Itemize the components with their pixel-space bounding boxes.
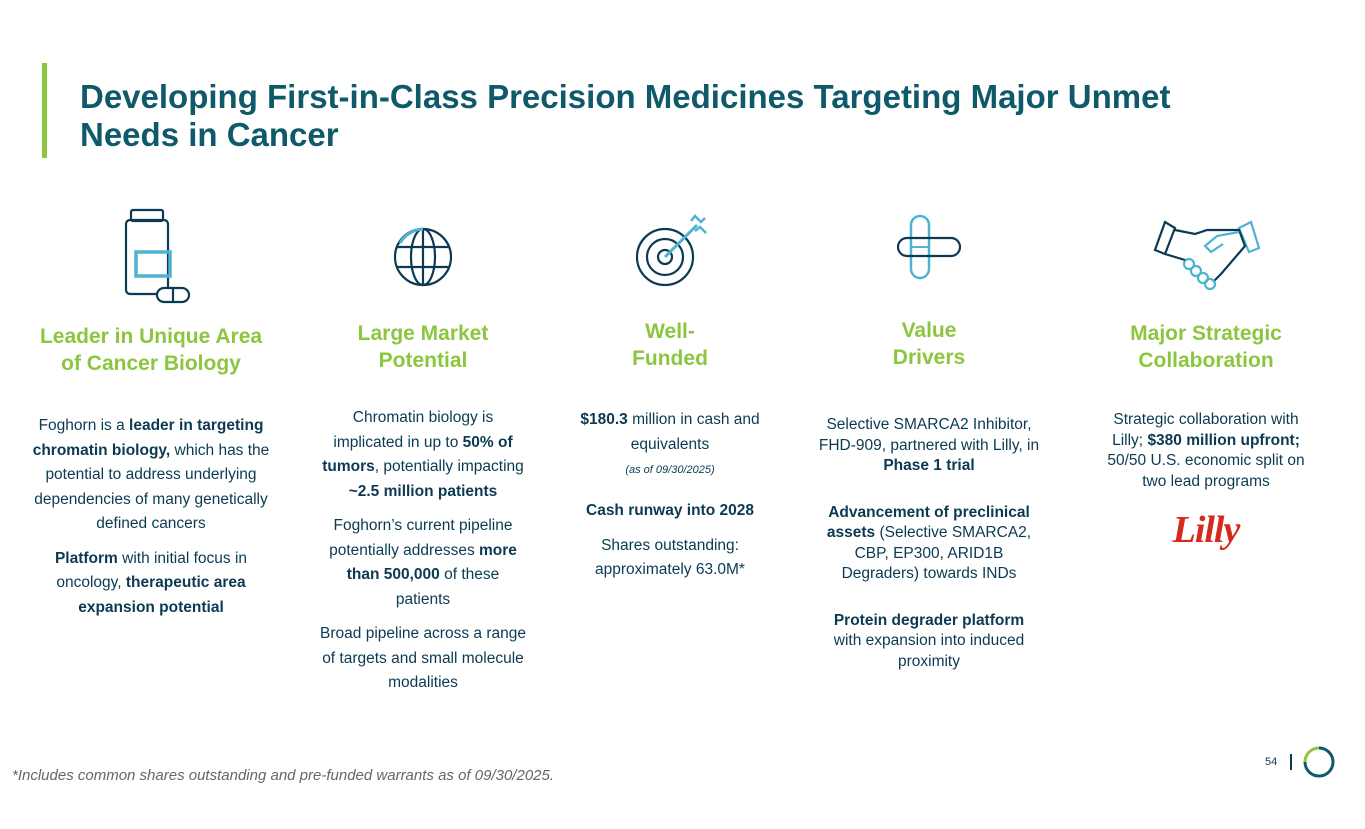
as-of-note: (as of 09/30/2025) [625,464,715,476]
column-heading: Major Strategic Collaboration [1130,322,1282,372]
footnote: *Includes common shares outstanding and … [12,767,555,784]
column-body: Chromatin biology is implicated in up to… [318,406,528,706]
capsule-cross-icon [896,214,962,280]
column-body: $180.3 million in cash and equivalents (… [565,408,775,593]
foghorn-logo-icon [1303,746,1335,778]
column-funded: Well- Funded $180.3 million in cash and … [565,200,775,578]
column-body: Foghorn is a leader in targeting chromat… [30,414,272,630]
body-paragraph: Foghorn is a leader in targeting chromat… [32,417,270,532]
column-market: Large Market Potential Chromatin biology… [318,200,528,691]
column-drivers: Value Drivers Selective SMARCA2 Inhibito… [818,200,1040,670]
body-paragraph: Strategic collaboration with Lilly; $380… [1107,411,1305,490]
column-body: Strategic collaboration with Lilly; $380… [1097,410,1315,502]
target-icon [635,214,707,287]
title-accent-bar [42,63,47,158]
body-paragraph: Selective SMARCA2 Inhibitor, FHD-909, pa… [818,416,1040,474]
column-collaboration: Major Strategic Collaboration Strategic … [1097,200,1315,551]
body-paragraph: Chromatin biology is implicated in up to… [322,409,524,500]
column-heading: Leader in Unique Area of Cancer Biology [39,325,263,375]
column-heading: Well- Funded [632,320,708,370]
lilly-logo: Lilly [1172,509,1241,551]
cash-line: $180.3 million in cash and equivalents [580,411,760,453]
shares-outstanding: Shares outstanding: approximately 63.0M* [595,536,745,579]
body-paragraph: Platform with initial focus in oncology,… [54,549,248,616]
column-heading: Value Drivers [892,319,966,369]
page-number: 54 [1265,756,1278,768]
body-paragraph: Protein degrader platform with expansion… [833,611,1025,670]
globe-icon [393,227,453,287]
column-body: Selective SMARCA2 Inhibitor, FHD-909, pa… [818,415,1040,698]
column-heading: Large Market Potential [357,322,489,372]
cash-runway: Cash runway into 2028 [586,502,754,519]
medicine-bottle-icon [124,208,191,304]
body-paragraph: Foghorn’s current pipeline potentially a… [329,517,517,608]
page-title: Developing First-in-Class Precision Medi… [80,78,1171,153]
body-paragraph: Advancement of preclinical assets (Selec… [826,503,1032,583]
page-number-divider [1290,754,1292,770]
column-leader: Leader in Unique Area of Cancer Biology … [30,200,272,616]
handshake-icon [1153,220,1261,291]
body-paragraph: Broad pipeline across a range of targets… [320,625,526,691]
